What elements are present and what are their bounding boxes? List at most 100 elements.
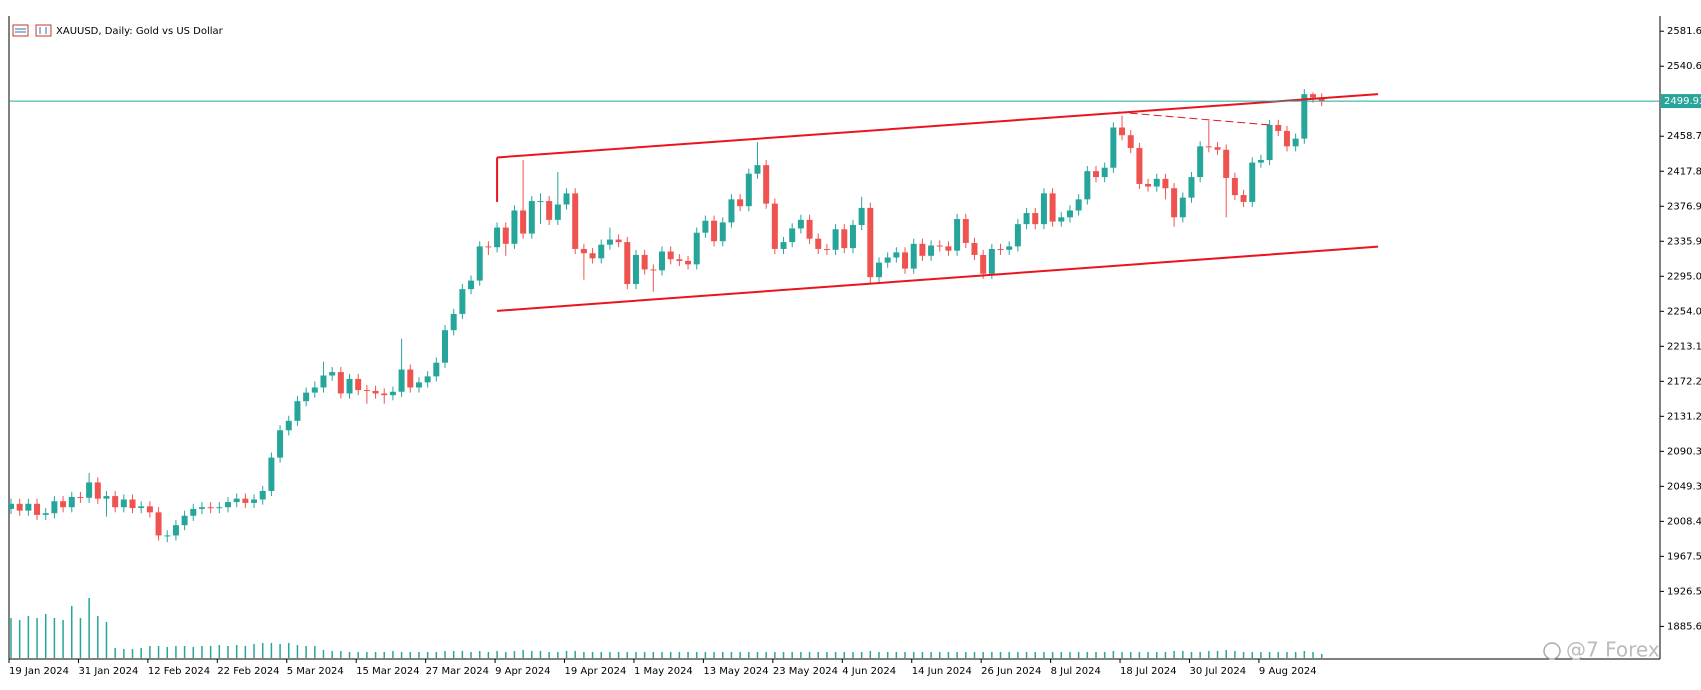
y-tick-label: 2376.91 (1667, 201, 1701, 212)
y-tick-label: 2254.09 (1667, 306, 1701, 317)
candle-body (1145, 183, 1152, 187)
candle-body (68, 496, 75, 508)
candle-body (606, 239, 613, 245)
x-tick-label: 5 Mar 2024 (287, 666, 344, 677)
candle-body (659, 251, 665, 271)
candle-body (771, 203, 778, 249)
candle-body (1214, 147, 1221, 150)
x-tick-label: 9 Aug 2024 (1259, 666, 1317, 677)
candle-body (1249, 162, 1256, 202)
candle-body (797, 219, 804, 229)
y-tick-label: 2213.15 (1667, 341, 1701, 352)
candle-body (1136, 148, 1143, 184)
candle-body (259, 490, 266, 500)
candle-body (1032, 213, 1039, 225)
candle-body (511, 210, 518, 244)
candle-body (1283, 130, 1290, 147)
candle-body (1179, 197, 1186, 218)
candle-body (520, 210, 527, 234)
candle-body (580, 248, 587, 254)
candle-body (737, 199, 744, 207)
candle-body (311, 387, 318, 393)
candle-body (60, 501, 67, 508)
candle-body (1292, 138, 1299, 147)
candle-body (867, 207, 874, 278)
x-tick-label: 4 Jun 2024 (842, 666, 896, 677)
candle-body (893, 252, 900, 258)
candle-body (1119, 127, 1126, 136)
candle-body (233, 498, 240, 503)
candle-body (789, 228, 796, 243)
candle-body (34, 503, 41, 515)
candle-body (251, 499, 258, 503)
trendline (497, 93, 1379, 159)
candle-body (25, 503, 32, 511)
y-tick-label: 1967.51 (1667, 551, 1701, 562)
candle-body (971, 242, 978, 255)
candle-body (112, 496, 119, 508)
x-tick-label: 12 Feb 2024 (148, 666, 210, 677)
candle-body (1266, 124, 1273, 161)
title-icons (12, 24, 52, 37)
x-tick-label: 8 Jul 2024 (1051, 666, 1101, 677)
candle-body (554, 204, 561, 220)
candle-body (346, 378, 353, 394)
price-label-box (1661, 94, 1701, 109)
trendline (497, 245, 1379, 312)
candle-body (1188, 177, 1195, 198)
candle-body (1049, 193, 1056, 222)
candle-body (667, 251, 674, 260)
x-tick-label: 14 Jun 2024 (912, 666, 972, 677)
candle-body (954, 219, 961, 251)
candle-body (1162, 178, 1169, 189)
candle-body (146, 506, 153, 513)
candle-body (407, 369, 414, 388)
candle-body (650, 269, 657, 271)
candle-body (980, 254, 987, 274)
candle-body (1171, 188, 1178, 218)
candle-body (1205, 146, 1212, 148)
candle-body (1023, 213, 1030, 225)
candle-body (494, 227, 501, 248)
candle-body (172, 525, 179, 536)
y-tick-label: 2417.85 (1667, 166, 1701, 177)
candle-body (459, 289, 466, 314)
candle-body (77, 496, 84, 498)
candle-body (1127, 135, 1134, 149)
candle-body (415, 382, 422, 388)
y-tick-label: 2049.39 (1667, 481, 1701, 492)
candle-body (884, 257, 891, 263)
candle-body (641, 254, 648, 270)
candle-body (1240, 195, 1247, 202)
candle-body (468, 280, 475, 290)
candle-body (42, 513, 49, 515)
candle-body (1197, 146, 1204, 178)
candle-body (207, 507, 214, 509)
candle-body (424, 376, 431, 383)
candle-body (589, 253, 596, 259)
candle-body (676, 259, 683, 261)
candle-body (1075, 199, 1082, 211)
y-tick-label: 2335.97 (1667, 236, 1701, 247)
candle-body (719, 222, 726, 242)
candle-body (902, 252, 909, 269)
candle-body (962, 219, 969, 243)
candle-body (928, 245, 935, 256)
candle-body (129, 499, 136, 509)
candle-body (86, 482, 93, 498)
candle-body (355, 378, 362, 391)
candle-body (329, 372, 336, 376)
candle-body (1153, 178, 1160, 187)
candle-body (285, 420, 292, 431)
y-tick-label: 2295.03 (1667, 271, 1701, 282)
candle-body (528, 201, 535, 234)
candle-body (164, 535, 171, 537)
candle-body (8, 503, 14, 509)
candle-body (615, 239, 622, 243)
y-tick-label: 2131.27 (1667, 411, 1701, 422)
candle-body (849, 225, 856, 249)
candle-body (103, 496, 110, 499)
watermark-group: @7 Forex (1543, 638, 1660, 662)
